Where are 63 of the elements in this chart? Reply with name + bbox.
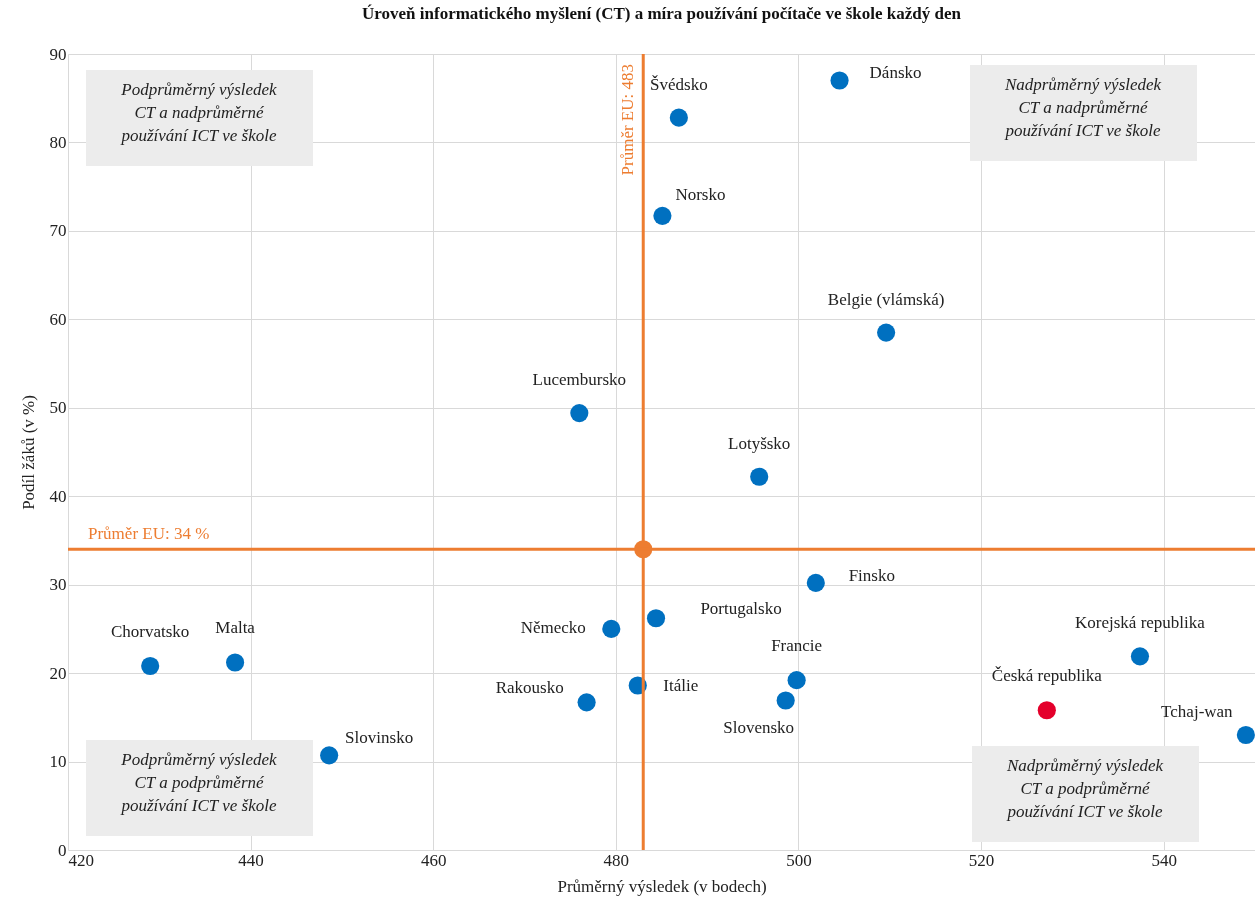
x-tick-label: 500 [786,850,812,870]
ref-line-label: Průměr EU: 34 % [88,524,210,544]
annotation: Nadprůměrný výsledek CT a nadprůměrné používání ICT ve škole [1003,75,1162,140]
y-tick-label: 90 [49,44,67,64]
y-axis-title: Podíl žáků (v %) [18,395,38,510]
point [577,693,596,712]
point [570,404,589,423]
point [669,108,688,127]
x-axis-title: Průměrný výsledek (v bodech) [557,876,767,896]
annotation: Finsko [848,565,895,585]
annotation: Slovinsko [345,728,414,748]
annotation: Podprůměrný výsledek CT a nadprůměrné používání ICT ve škole [120,80,278,145]
point [653,206,672,225]
point [750,467,769,486]
y-tick-label: 40 [49,486,67,506]
point [602,619,621,638]
x-tick-label: 440 [238,850,264,870]
annotation: Dánsko [869,62,922,82]
annotation: Německo [520,617,586,637]
annotation: Norsko [675,184,726,204]
annotation: Lotyšsko [728,433,791,453]
y-tick-label: 70 [49,221,67,241]
x-tick-label: 420 [68,850,94,870]
ref-line-label: Průměr EU: 483 [618,64,638,176]
y-tick-label: 80 [49,132,67,152]
y-tick-label: 10 [49,752,67,772]
annotation: Nadprůměrný výsledek CT a podprůměrné používání ICT ve škole [1005,756,1164,821]
y-tick-label: 30 [49,575,67,595]
annotation: Portugalsko [700,599,782,619]
annotation: Lucembursko [532,370,627,390]
annotation: Podprůměrný výsledek CT a podprůměrné používání ICT ve škole [120,750,278,815]
annotation: Malta [215,618,256,638]
point [830,71,849,90]
annotation: Itálie [663,676,699,696]
point [646,609,666,628]
y-tick-label: 0 [58,840,67,860]
point [320,746,339,765]
annotation: Francie [771,636,823,656]
chart-title: Úroveň informatického myšlení (CT) a míra používání počítače ve škole každý den [362,4,962,23]
point [787,671,806,690]
annotation: Česká republika [991,666,1103,686]
annotation: Slovensko [723,717,795,737]
y-tick-label: 60 [49,309,67,329]
y-tick-label: 20 [49,663,67,683]
x-tick-label: 540 [1151,850,1177,870]
point [776,691,795,710]
point [877,323,896,342]
point [141,656,160,676]
point [1037,701,1056,720]
annotation: Korejská republika [1075,613,1206,633]
point [226,653,245,672]
point [1130,647,1150,666]
x-tick-label: 480 [603,850,630,870]
y-tick-label: 50 [49,398,67,418]
point [806,573,825,592]
x-tick-label: 460 [420,850,447,870]
annotation: Belgie (vlámská) [827,289,945,309]
annotation: Chorvatsko [110,622,190,642]
point [1236,725,1255,745]
x-tick-label: 520 [968,850,995,870]
annotation: Rakousko [495,678,564,698]
annotation: Švédsko [650,74,708,94]
annotation: Tchaj-wan [1161,702,1234,722]
